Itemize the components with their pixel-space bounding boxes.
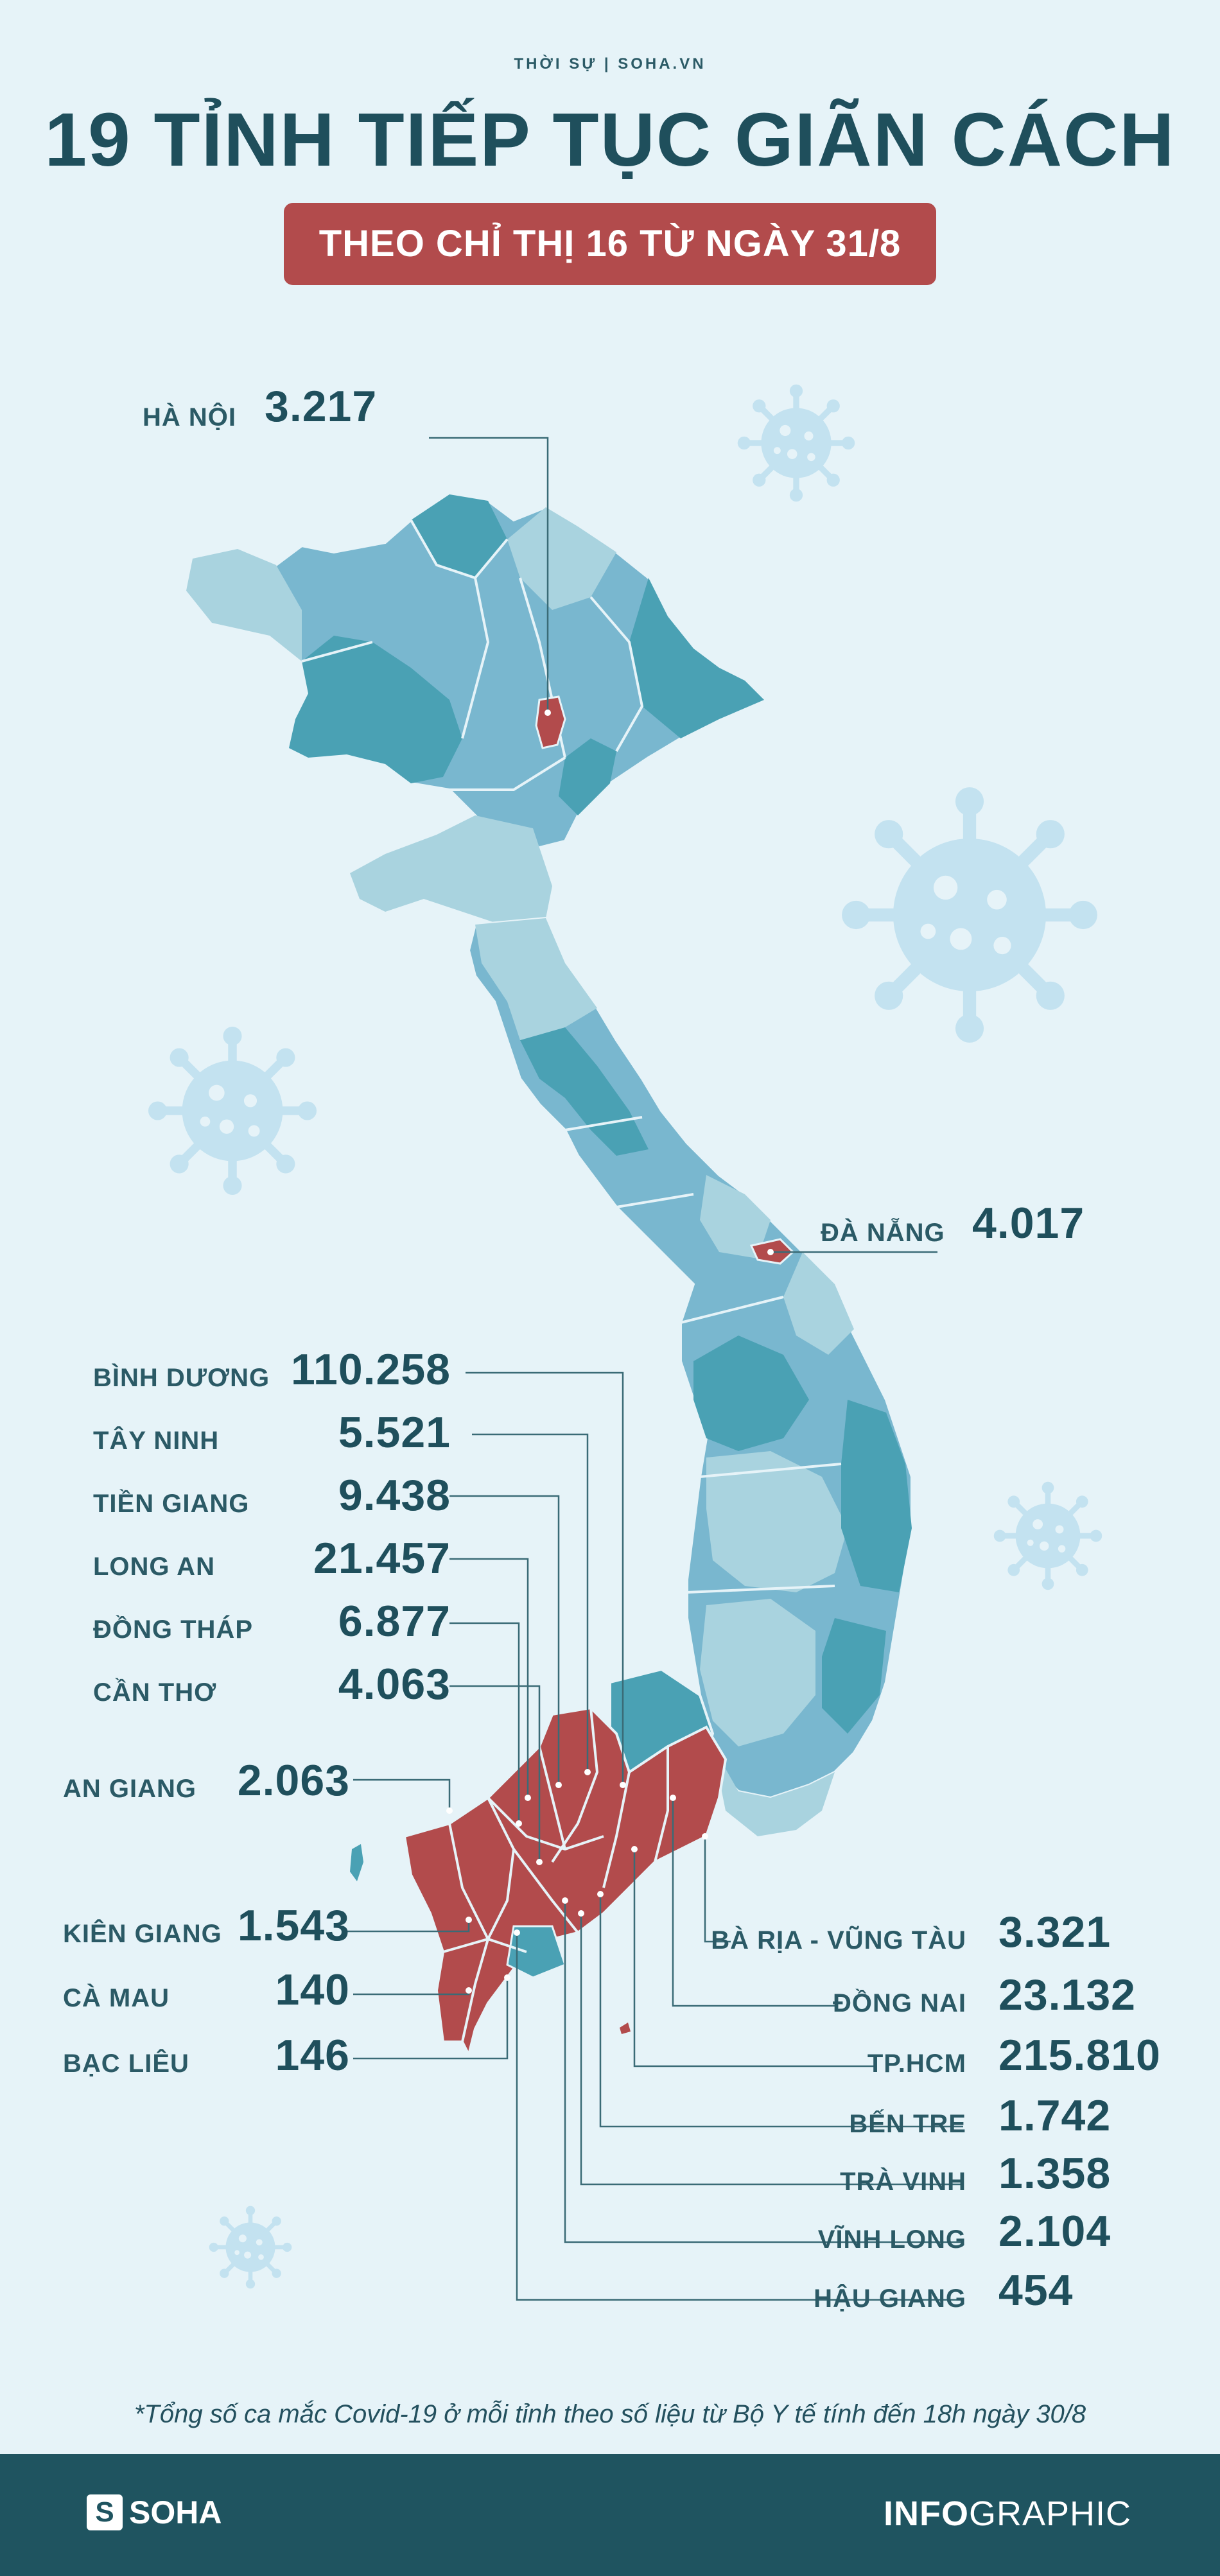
province-value-tien-giang: 9.438 (338, 1471, 451, 1520)
province-label-can-tho: CẦN THƠ (93, 1678, 217, 1707)
map-region-ha-noi (535, 695, 566, 749)
infographic-brand: INFOGRAPHIC (884, 2494, 1131, 2534)
province-value-ba-ria-vung-tau: 3.321 (998, 1908, 1111, 1956)
province-value-can-tho: 4.063 (338, 1660, 451, 1709)
province-value-long-an: 21.457 (313, 1534, 451, 1583)
province-label-tra-vinh: TRÀ VINH (840, 2168, 966, 2196)
soha-logo-icon: S (87, 2494, 123, 2530)
province-value-da-nang: 4.017 (972, 1199, 1085, 1248)
soha-logo: S SOHA (87, 2494, 222, 2531)
vietnam-map (0, 0, 1220, 2301)
virus-decoration-icon (842, 787, 1097, 1043)
province-value-tra-vinh: 1.358 (998, 2149, 1111, 2198)
brand-bold: INFO (883, 2494, 969, 2533)
virus-decoration-icon (994, 1482, 1102, 1590)
province-label-an-giang: AN GIANG (63, 1775, 196, 1803)
province-label-long-an: LONG AN (93, 1553, 215, 1581)
province-label-ba-ria-vung-tau: BÀ RỊA - VŨNG TÀU (711, 1926, 966, 1954)
province-value-tay-ninh: 5.521 (338, 1408, 451, 1457)
province-value-vinh-long: 2.104 (998, 2207, 1111, 2256)
province-label-bac-lieu: BẠC LIÊU (63, 2049, 189, 2078)
province-label-da-nang: ĐÀ NẴNG (821, 1219, 945, 1247)
virus-decoration-icon (148, 1027, 317, 1195)
brand-light: GRAPHIC (968, 2494, 1131, 2533)
province-value-ha-noi: 3.217 (265, 382, 378, 431)
province-value-tp-hcm: 215.810 (998, 2031, 1161, 2080)
province-label-tien-giang: TIỀN GIANG (93, 1490, 250, 1518)
virus-decoration-icon (209, 2206, 292, 2289)
soha-logo-text: SOHA (129, 2494, 222, 2530)
province-label-ca-mau: CÀ MAU (63, 1984, 170, 2012)
page-title: 19 TỈNH TIẾP TỤC GIÃN CÁCH (44, 98, 1176, 182)
province-value-dong-thap: 6.877 (338, 1597, 451, 1646)
province-value-binh-duong: 110.258 (290, 1345, 451, 1394)
province-value-hau-giang: 454 (998, 2266, 1074, 2315)
province-label-ha-noi: HÀ NỘI (143, 403, 236, 431)
footnote: *Tổng số ca mắc Covid-19 ở mỗi tỉnh theo… (134, 2400, 1086, 2428)
province-label-binh-duong: BÌNH DƯƠNG (93, 1364, 270, 1392)
province-value-kien-giang: 1.543 (237, 1901, 350, 1950)
province-label-kien-giang: KIÊN GIANG (63, 1920, 222, 1948)
province-label-ben-tre: BẾN TRE (849, 2110, 966, 2138)
province-label-vinh-long: VĨNH LONG (817, 2225, 966, 2254)
province-value-ben-tre: 1.742 (998, 2091, 1111, 2140)
province-value-an-giang: 2.063 (237, 1756, 350, 1805)
province-label-dong-nai: ĐỒNG NAI (833, 1989, 966, 2017)
province-label-tp-hcm: TP.HCM (867, 2049, 966, 2078)
province-value-bac-lieu: 146 (275, 2031, 350, 2080)
province-label-tay-ninh: TÂY NINH (93, 1427, 220, 1455)
province-label-hau-giang: HẬU GIANG (814, 2284, 966, 2313)
virus-decoration-icon (738, 385, 855, 502)
footer-bar: S SOHA INFOGRAPHIC (0, 2454, 1220, 2576)
province-value-ca-mau: 140 (275, 1965, 350, 2014)
province-label-dong-thap: ĐỒNG THÁP (93, 1615, 253, 1644)
province-value-dong-nai: 23.132 (998, 1971, 1136, 2019)
subtitle-banner: THEO CHỈ THỊ 16 TỪ NGÀY 31/8 (284, 203, 936, 285)
header-kicker: THỜI SỰ | SOHA.VN (514, 55, 706, 73)
